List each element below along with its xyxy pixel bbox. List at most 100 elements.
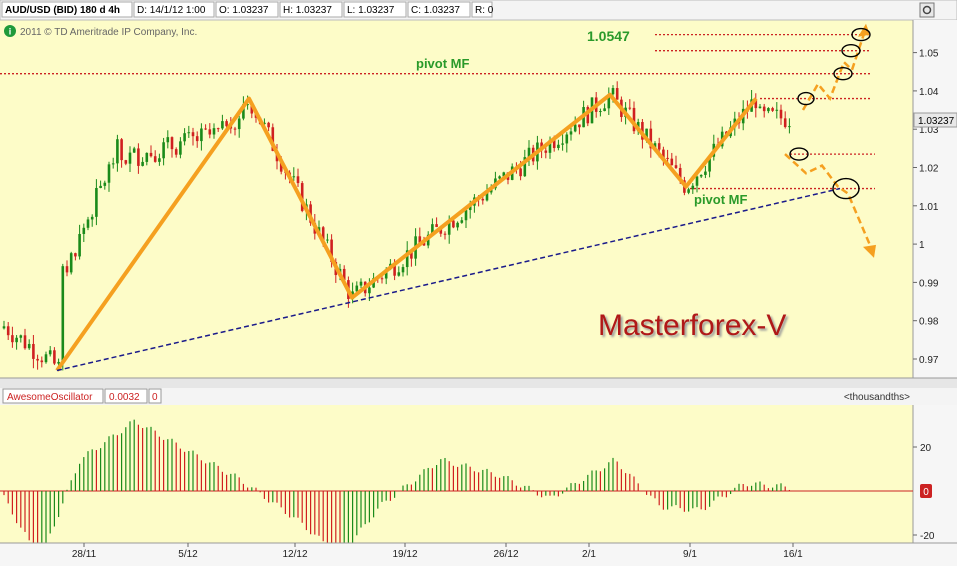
candle-body bbox=[468, 205, 472, 211]
candle-body bbox=[456, 222, 459, 228]
candle-body bbox=[271, 127, 275, 151]
candle-body bbox=[86, 219, 90, 228]
candle-body bbox=[699, 174, 703, 177]
candle-body bbox=[183, 133, 186, 142]
candle-body bbox=[615, 88, 619, 100]
candle-body bbox=[212, 128, 216, 135]
candle-body bbox=[502, 172, 506, 177]
candle-body bbox=[242, 104, 245, 119]
candle-body bbox=[111, 163, 115, 165]
candle-body bbox=[708, 156, 711, 172]
header-field-high bbox=[279, 1, 343, 18]
info-icon[interactable]: i bbox=[4, 25, 16, 37]
candle-body bbox=[704, 171, 707, 175]
candle-body bbox=[447, 220, 451, 235]
pivot-levels bbox=[0, 33, 875, 190]
candle-body bbox=[23, 335, 27, 349]
candle-body bbox=[368, 287, 371, 294]
candle-body bbox=[578, 124, 581, 128]
header-field-date bbox=[133, 1, 215, 18]
candle-body bbox=[65, 266, 69, 273]
candle-body bbox=[384, 269, 388, 279]
oscillator-extra: 0 bbox=[152, 392, 158, 403]
candle-body bbox=[95, 187, 98, 217]
candle-body bbox=[397, 272, 401, 276]
candle-body bbox=[132, 148, 136, 153]
candle-body bbox=[599, 111, 602, 113]
candle-body bbox=[153, 156, 157, 162]
candle-body bbox=[788, 126, 791, 128]
candle-body bbox=[519, 168, 522, 177]
candle-body bbox=[783, 118, 787, 128]
support-trendline bbox=[56, 187, 841, 372]
candle-body bbox=[296, 176, 300, 184]
candle-body bbox=[557, 144, 560, 149]
candle-body bbox=[237, 118, 241, 130]
time-tick-label: 19/12 bbox=[392, 549, 417, 560]
candle-body bbox=[36, 358, 39, 361]
candle-body bbox=[263, 122, 266, 125]
candle-body bbox=[485, 192, 489, 201]
candle-body bbox=[603, 108, 606, 112]
candle-body bbox=[464, 210, 468, 221]
header-field-symbol bbox=[1, 1, 133, 18]
candle-body bbox=[40, 360, 44, 363]
price-tick-label: 1.05 bbox=[919, 49, 939, 60]
header-low: L: 1.03237 bbox=[347, 5, 395, 16]
price-tick-label: 1.03 bbox=[919, 125, 939, 136]
candle-body bbox=[628, 107, 632, 109]
candle-body bbox=[779, 109, 783, 119]
candle-body bbox=[552, 139, 556, 149]
candle-body bbox=[57, 361, 60, 364]
candle-body bbox=[410, 250, 413, 259]
candle-body bbox=[158, 158, 161, 162]
header-range: R: 0 bbox=[475, 5, 494, 16]
header-field-range bbox=[471, 1, 493, 18]
oscillator-units: <thousandths> bbox=[844, 392, 910, 403]
time-axis bbox=[0, 543, 957, 566]
candle-body bbox=[200, 128, 203, 142]
candle-body bbox=[758, 106, 762, 109]
candle-body bbox=[771, 108, 774, 111]
candle-body bbox=[179, 141, 182, 155]
candle-body bbox=[498, 176, 501, 179]
candle-body bbox=[191, 132, 195, 137]
candle-body bbox=[678, 167, 682, 181]
price-tick-label: 0.99 bbox=[919, 278, 939, 289]
current-price-label: 1.03237 bbox=[913, 112, 957, 128]
candle-body bbox=[544, 150, 548, 153]
time-tick-label: 12/12 bbox=[282, 549, 307, 560]
candle-body bbox=[145, 152, 149, 162]
candle-body bbox=[649, 128, 653, 149]
oscillator-header: AwesomeOscillator 0.0032 0 <thousandths> bbox=[2, 388, 910, 404]
price-tick-label: 0.98 bbox=[919, 317, 939, 328]
oscillator-value: 0.0032 bbox=[109, 392, 140, 403]
candle-body bbox=[174, 149, 178, 155]
candle-body bbox=[775, 109, 779, 111]
candle-body bbox=[569, 131, 573, 135]
candle-body bbox=[6, 326, 10, 336]
bearish-projection-path bbox=[784, 153, 874, 251]
price-tick-label: 1.04 bbox=[919, 87, 939, 98]
candle-body bbox=[380, 278, 384, 280]
candle-body bbox=[19, 335, 23, 338]
candle-body bbox=[90, 216, 94, 220]
candle-body bbox=[691, 185, 695, 190]
candle-body bbox=[149, 152, 153, 157]
candle-body bbox=[586, 107, 590, 124]
candle-body bbox=[195, 136, 199, 142]
candle-body bbox=[330, 239, 333, 263]
candle-body bbox=[666, 157, 669, 159]
target-value-label: 1.0547 bbox=[587, 28, 630, 44]
candle-body bbox=[767, 108, 770, 112]
candle-body bbox=[103, 182, 107, 186]
candle-body bbox=[120, 139, 123, 161]
candle-body bbox=[548, 139, 552, 153]
candle-body bbox=[82, 227, 86, 234]
candle-body bbox=[607, 94, 611, 109]
settings-icon[interactable] bbox=[919, 2, 935, 18]
candle-body bbox=[405, 250, 409, 268]
candle-body bbox=[233, 128, 237, 130]
candle-body bbox=[11, 335, 14, 343]
